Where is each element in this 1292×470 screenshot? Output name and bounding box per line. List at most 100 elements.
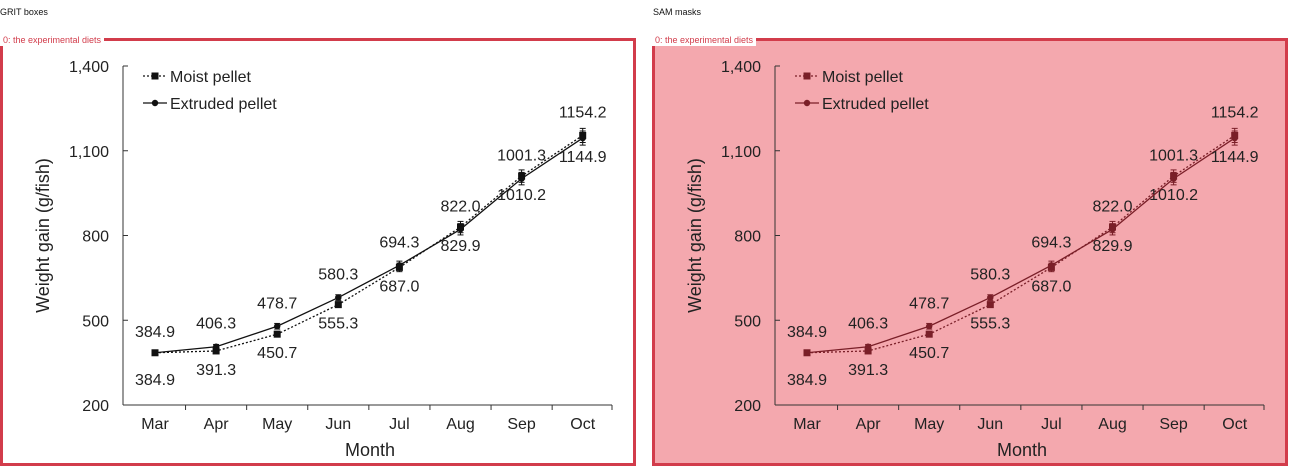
data-label: 384.9 — [787, 372, 827, 389]
data-label: 1144.9 — [559, 149, 607, 166]
y-tick-label: 1,400 — [721, 59, 761, 76]
data-label: 1144.9 — [1211, 149, 1259, 166]
x-tick-label: Aug — [446, 416, 474, 433]
extruded-pellet-marker — [212, 343, 220, 350]
data-label: 555.3 — [318, 316, 358, 333]
y-tick-label: 1,100 — [721, 144, 761, 161]
data-label: 1010.2 — [1149, 187, 1198, 204]
data-label: 478.7 — [257, 295, 297, 312]
data-label: 406.3 — [848, 316, 888, 333]
moist-pellet-marker — [864, 347, 872, 355]
extruded-pellet-marker — [579, 134, 586, 142]
legend-label: Extruded pellet — [822, 96, 929, 113]
extruded-pellet-marker — [518, 175, 525, 182]
moist-pellet-marker — [334, 301, 342, 309]
moist-pellet-marker — [273, 330, 281, 338]
data-label: 829.9 — [440, 238, 480, 255]
sam-masks-title: SAM masks — [653, 7, 702, 17]
extruded-pellet-marker — [926, 323, 933, 330]
y-axis-title: Weight gain (g/fish) — [685, 158, 705, 313]
extruded-pellet-marker — [803, 349, 811, 356]
series-line-0 — [806, 134, 1236, 354]
data-label: 687.0 — [379, 278, 419, 295]
x-axis-title: Month — [997, 440, 1047, 460]
x-tick-label: Jul — [1041, 416, 1061, 433]
data-label: 450.7 — [257, 345, 297, 362]
x-tick-label: Oct — [570, 416, 595, 433]
data-label: 829.9 — [1092, 238, 1132, 255]
data-label: 1154.2 — [1211, 104, 1259, 121]
extruded-pellet-marker — [274, 323, 281, 330]
extruded-pellet-marker — [457, 226, 464, 233]
extruded-pellet-marker — [864, 343, 872, 350]
data-label: 384.9 — [787, 324, 827, 341]
x-tick-label: Sep — [507, 416, 536, 433]
x-tick-label: Jun — [977, 416, 1003, 433]
series-line-1 — [806, 137, 1236, 354]
x-tick-label: Sep — [1159, 416, 1188, 433]
data-label: 384.9 — [135, 372, 175, 389]
extruded-pellet-marker — [1231, 134, 1238, 142]
legend-label: Moist pellet — [170, 69, 251, 86]
series-line-0 — [154, 134, 584, 354]
legend-marker-moist — [151, 72, 159, 80]
y-tick-label: 200 — [734, 398, 761, 415]
extruded-pellet-marker — [1170, 175, 1177, 182]
extruded-pellet-marker — [151, 349, 159, 356]
data-label: 580.3 — [318, 267, 358, 284]
moist-pellet-marker — [925, 330, 933, 338]
extruded-pellet-marker — [396, 262, 403, 269]
data-label: 450.7 — [909, 345, 949, 362]
grit-box-label: 0: the experimental diets — [0, 34, 105, 46]
legend-marker-extruded — [803, 99, 811, 107]
grit-boxes-title: GRIT boxes — [0, 7, 48, 17]
y-tick-label: 1,400 — [69, 59, 109, 76]
data-label: 687.0 — [1031, 278, 1071, 295]
x-tick-label: Apr — [856, 416, 882, 433]
x-axis-title: Month — [345, 440, 395, 460]
extruded-pellet-marker — [1109, 226, 1116, 233]
data-label: 1010.2 — [497, 187, 546, 204]
y-axis-title: Weight gain (g/fish) — [33, 158, 53, 313]
x-tick-label: May — [262, 416, 292, 433]
data-label: 1001.3 — [497, 148, 546, 165]
x-tick-label: May — [914, 416, 944, 433]
y-tick-label: 500 — [82, 313, 109, 330]
data-label: 555.3 — [970, 316, 1010, 333]
moist-pellet-marker — [986, 301, 994, 309]
sam-mask-label: 0: the experimental diets — [652, 34, 757, 46]
x-tick-label: Oct — [1222, 416, 1247, 433]
x-tick-label: Aug — [1098, 416, 1126, 433]
legend-label: Extruded pellet — [170, 96, 277, 113]
legend-marker-moist — [803, 72, 811, 80]
y-tick-label: 200 — [82, 398, 109, 415]
data-label: 478.7 — [909, 295, 949, 312]
data-label: 580.3 — [970, 267, 1010, 284]
y-tick-label: 800 — [82, 229, 109, 246]
x-tick-label: Jul — [389, 416, 409, 433]
moist-pellet-marker — [212, 347, 220, 355]
x-tick-label: Jun — [325, 416, 351, 433]
data-label: 384.9 — [135, 324, 175, 341]
data-label: 391.3 — [848, 362, 888, 379]
x-tick-label: Mar — [793, 416, 821, 433]
legend-marker-extruded — [151, 99, 159, 107]
extruded-pellet-marker — [987, 294, 994, 301]
grit-box-panel — [0, 38, 636, 466]
data-label: 822.0 — [440, 198, 480, 215]
extruded-pellet-marker — [335, 294, 342, 301]
legend-label: Moist pellet — [822, 69, 903, 86]
data-label: 694.3 — [1031, 234, 1071, 251]
x-tick-label: Apr — [204, 416, 230, 433]
data-label: 1154.2 — [559, 104, 607, 121]
extruded-pellet-marker — [1048, 262, 1055, 269]
series-line-1 — [154, 137, 584, 354]
data-label: 694.3 — [379, 234, 419, 251]
data-label: 822.0 — [1092, 198, 1132, 215]
data-label: 406.3 — [196, 316, 236, 333]
y-tick-label: 800 — [734, 229, 761, 246]
y-tick-label: 500 — [734, 313, 761, 330]
y-tick-label: 1,100 — [69, 144, 109, 161]
